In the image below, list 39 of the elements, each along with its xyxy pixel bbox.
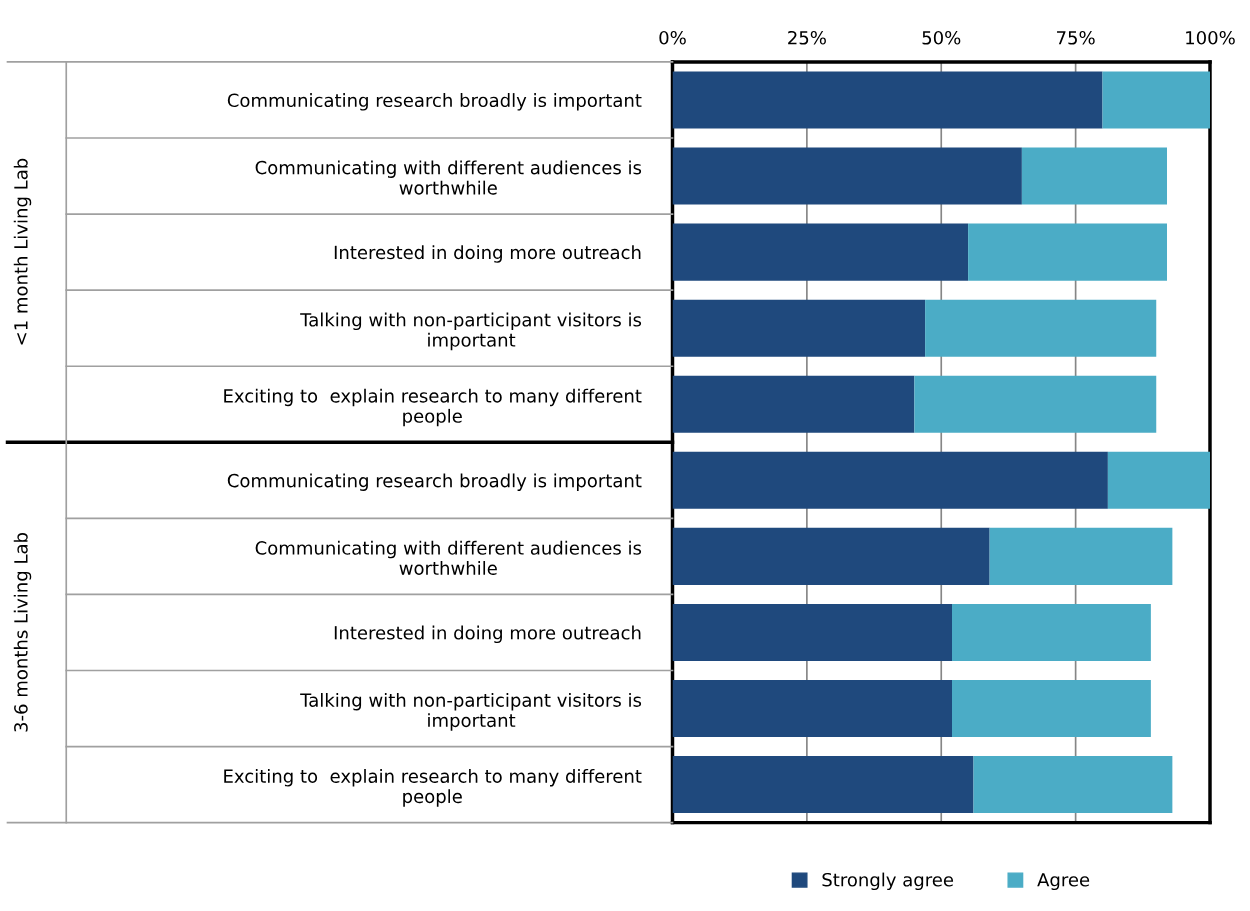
bar (672, 527, 990, 585)
bar (672, 680, 952, 738)
bar (989, 527, 1173, 585)
bar (672, 71, 1103, 129)
y-tick-label: Talking with non-participant visitors is important (300, 692, 642, 731)
y-tick-label: Communicating research broadly is important (227, 93, 642, 111)
y-tick-label: Exciting to explain research to many different people (224, 769, 642, 807)
x-tick-label: 50% (922, 30, 961, 45)
x-tick-label: 100% (1186, 30, 1235, 45)
y-tick-label: Communicating research broadly is important (227, 473, 642, 491)
bar (672, 299, 926, 357)
bar (672, 375, 915, 433)
bar (672, 603, 952, 661)
bar (672, 756, 974, 814)
x-tick-label: 0% (659, 30, 686, 45)
bar (672, 451, 1108, 509)
bar (925, 299, 1157, 357)
bar (952, 680, 1151, 738)
x-tick-label: 75% (1057, 30, 1095, 45)
legend-label: Strongly agree (822, 872, 954, 891)
bar (1021, 147, 1167, 205)
y-tick-label: Interested in doing more outreach (334, 625, 641, 644)
x-tick-label: 25% (788, 30, 826, 45)
legend-label: Agree (1037, 873, 1090, 891)
y-tick-label: Exciting to explain research to many different people (224, 388, 642, 427)
bar (672, 147, 1022, 205)
bar (672, 223, 969, 281)
y-tick-label: Communicating with different audiences is worthwhile (255, 160, 642, 195)
bar (968, 223, 1167, 281)
bar (952, 603, 1151, 661)
bar (914, 375, 1157, 433)
y-tick-label: Communicating with different audiences is worthwhile (255, 540, 642, 575)
y-tick-label: Interested in doing more outreach (334, 245, 641, 263)
text: <1 month Living Lab (13, 158, 32, 345)
text: 3-6 months Living Lab (13, 532, 32, 732)
bar (973, 756, 1173, 814)
bar (1107, 451, 1210, 509)
bar (1102, 71, 1210, 129)
y-tick-label: Talking with non-participant visitors is important (300, 312, 642, 351)
